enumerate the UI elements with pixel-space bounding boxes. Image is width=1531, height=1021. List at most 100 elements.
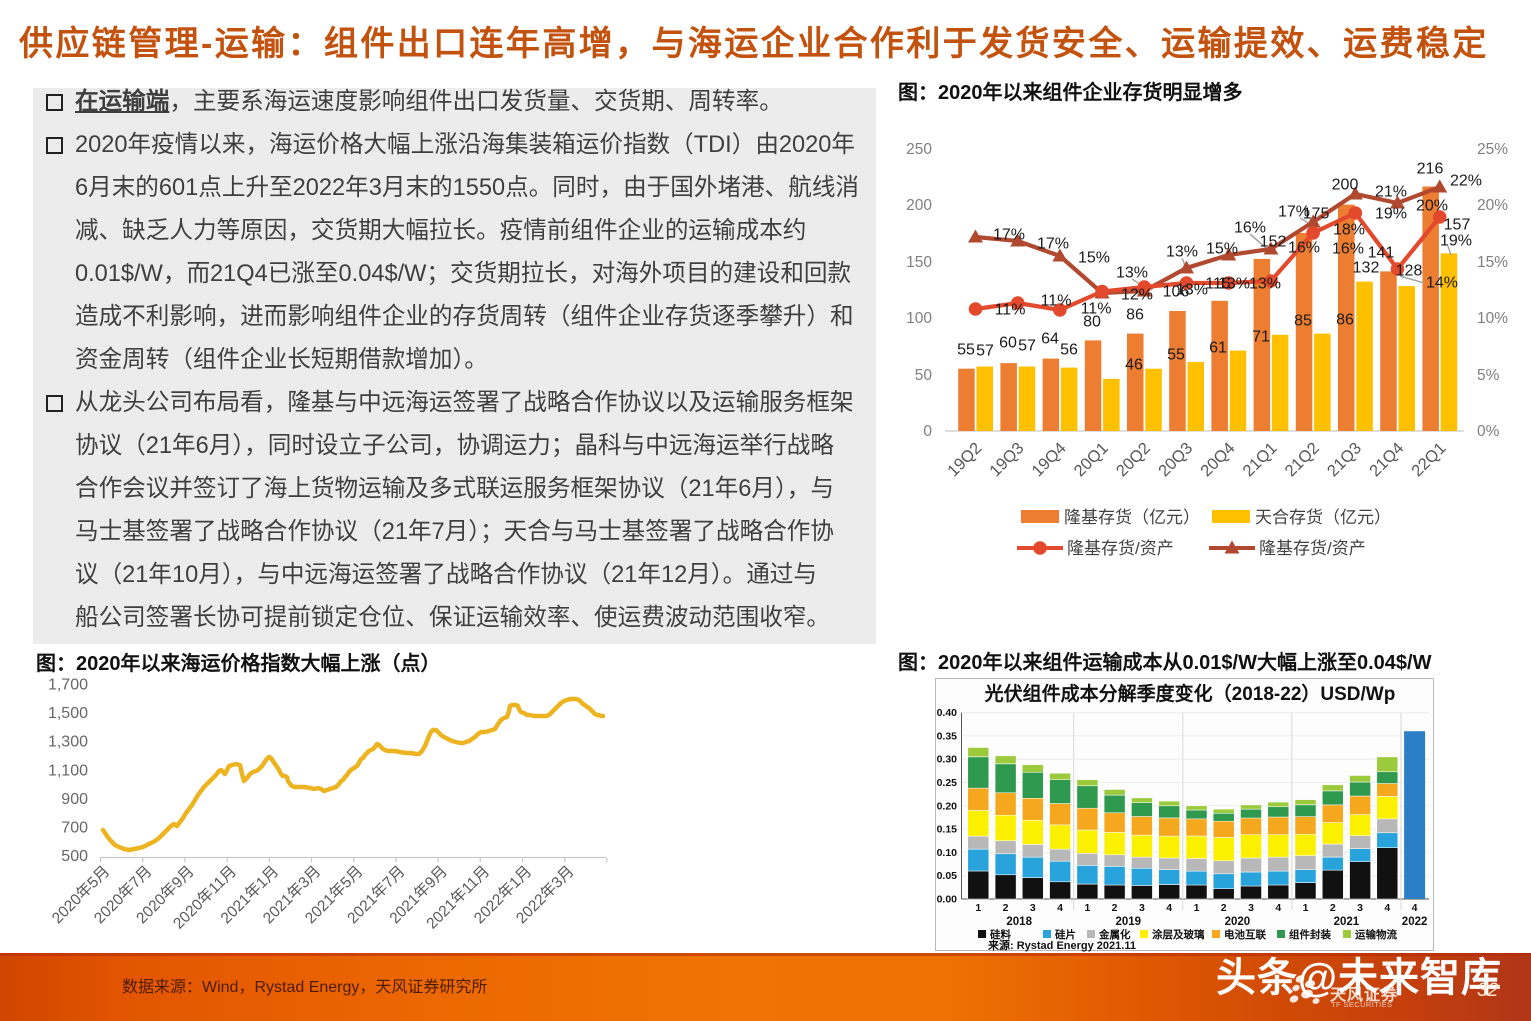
svg-text:1,500: 1,500 (48, 705, 88, 722)
svg-text:100: 100 (906, 310, 932, 327)
svg-text:16%: 16% (1234, 220, 1266, 237)
svg-text:2: 2 (1003, 902, 1009, 914)
svg-text:152: 152 (1260, 234, 1287, 251)
svg-text:16%: 16% (1332, 241, 1364, 258)
svg-text:2: 2 (1330, 902, 1336, 914)
svg-text:金属化: 金属化 (1098, 928, 1131, 941)
svg-text:0.00: 0.00 (937, 894, 958, 906)
svg-text:64: 64 (1041, 331, 1059, 348)
svg-text:19%: 19% (1440, 233, 1472, 250)
svg-text:13%: 13% (1166, 244, 1198, 261)
svg-text:运输物流: 运输物流 (1355, 928, 1397, 941)
svg-text:10%: 10% (1477, 310, 1508, 327)
svg-text:17%: 17% (993, 227, 1025, 244)
svg-text:21%: 21% (1375, 184, 1407, 201)
svg-text:19Q2: 19Q2 (944, 439, 985, 480)
svg-text:21Q4: 21Q4 (1366, 439, 1407, 480)
svg-text:2020: 2020 (1225, 916, 1251, 928)
svg-text:4: 4 (1384, 902, 1390, 914)
svg-text:4: 4 (1057, 902, 1063, 914)
svg-text:85: 85 (1294, 313, 1312, 330)
svg-text:2018: 2018 (1006, 916, 1032, 928)
svg-text:4: 4 (1275, 902, 1281, 914)
svg-text:19Q4: 19Q4 (1028, 439, 1069, 480)
svg-text:隆基存货/资产: 隆基存货/资产 (1259, 539, 1366, 558)
svg-text:19%: 19% (1375, 206, 1407, 223)
svg-text:4: 4 (1412, 902, 1418, 914)
svg-text:16%: 16% (1288, 240, 1320, 257)
svg-text:1: 1 (1084, 902, 1090, 914)
svg-text:13%: 13% (1116, 265, 1148, 282)
svg-text:1,700: 1,700 (48, 677, 88, 694)
svg-text:隆基存货/资产: 隆基存货/资产 (1067, 539, 1174, 558)
svg-text:13%: 13% (1176, 282, 1208, 299)
svg-text:57: 57 (1018, 338, 1036, 355)
svg-text:14%: 14% (1426, 275, 1458, 292)
svg-text:2: 2 (1221, 902, 1227, 914)
svg-text:13%: 13% (1249, 276, 1281, 293)
svg-text:106: 106 (1163, 284, 1190, 301)
svg-text:200: 200 (1332, 177, 1359, 194)
svg-text:50: 50 (915, 367, 933, 384)
svg-text:150: 150 (906, 254, 932, 271)
svg-text:2022: 2022 (1402, 916, 1428, 928)
svg-text:3: 3 (1357, 902, 1363, 914)
svg-text:0.10: 0.10 (937, 847, 958, 859)
svg-text:13%: 13% (1218, 276, 1250, 293)
svg-text:3: 3 (1248, 902, 1254, 914)
svg-text:60: 60 (999, 335, 1017, 352)
svg-text:硅片: 硅片 (1055, 928, 1076, 941)
svg-text:86: 86 (1126, 307, 1144, 324)
svg-text:200: 200 (906, 197, 932, 214)
svg-text:1: 1 (975, 902, 981, 914)
svg-text:11%: 11% (995, 302, 1026, 319)
svg-text:20Q1: 20Q1 (1071, 439, 1112, 480)
svg-text:18%: 18% (1333, 222, 1365, 239)
svg-text:2021: 2021 (1334, 916, 1360, 928)
svg-text:86: 86 (1336, 312, 1354, 329)
svg-text:141: 141 (1368, 245, 1395, 262)
svg-text:2: 2 (1112, 902, 1118, 914)
svg-text:0.25: 0.25 (937, 777, 958, 789)
svg-text:0.40: 0.40 (937, 707, 958, 719)
svg-text:25%: 25% (1477, 141, 1508, 158)
svg-text:900: 900 (61, 791, 88, 808)
svg-text:250: 250 (906, 141, 932, 158)
svg-text:1,300: 1,300 (48, 734, 88, 751)
svg-text:46: 46 (1125, 357, 1143, 374)
svg-text:56: 56 (1060, 342, 1078, 359)
svg-text:15%: 15% (1206, 241, 1238, 258)
svg-text:天合存货（亿元）: 天合存货（亿元） (1255, 508, 1391, 527)
svg-text:700: 700 (61, 820, 88, 837)
svg-text:12%: 12% (1121, 287, 1153, 304)
svg-text:0: 0 (923, 423, 932, 440)
svg-text:55: 55 (957, 342, 975, 359)
svg-text:19Q3: 19Q3 (986, 439, 1027, 480)
svg-text:57: 57 (976, 343, 994, 360)
svg-text:21Q2: 21Q2 (1282, 439, 1323, 480)
svg-text:216: 216 (1417, 161, 1444, 178)
svg-text:涂层及玻璃: 涂层及玻璃 (1152, 928, 1205, 941)
svg-text:电池互联: 电池互联 (1224, 928, 1266, 941)
svg-text:61: 61 (1209, 340, 1227, 357)
svg-text:115: 115 (1205, 276, 1231, 293)
svg-text:1: 1 (1194, 902, 1200, 914)
svg-text:20%: 20% (1416, 198, 1448, 215)
svg-text:0%: 0% (1477, 423, 1500, 440)
svg-text:5%: 5% (1477, 367, 1500, 384)
svg-text:1,100: 1,100 (48, 762, 88, 779)
svg-text:55: 55 (1167, 347, 1185, 364)
svg-text:0.20: 0.20 (937, 800, 958, 812)
svg-text:3: 3 (1139, 902, 1145, 914)
svg-text:132: 132 (1353, 260, 1380, 277)
svg-text:硅料: 硅料 (990, 928, 1011, 941)
svg-text:15%: 15% (1078, 250, 1110, 267)
svg-text:来源: Rystad Energy 2021.11: 来源: Rystad Energy 2021.11 (987, 938, 1136, 952)
svg-text:11%: 11% (1081, 301, 1112, 318)
svg-text:128: 128 (1396, 263, 1423, 280)
svg-text:20Q2: 20Q2 (1113, 439, 1154, 480)
svg-text:15%: 15% (1477, 254, 1508, 271)
svg-text:17%: 17% (1037, 236, 1069, 253)
svg-text:0.30: 0.30 (937, 754, 958, 766)
svg-text:1: 1 (1303, 902, 1309, 914)
